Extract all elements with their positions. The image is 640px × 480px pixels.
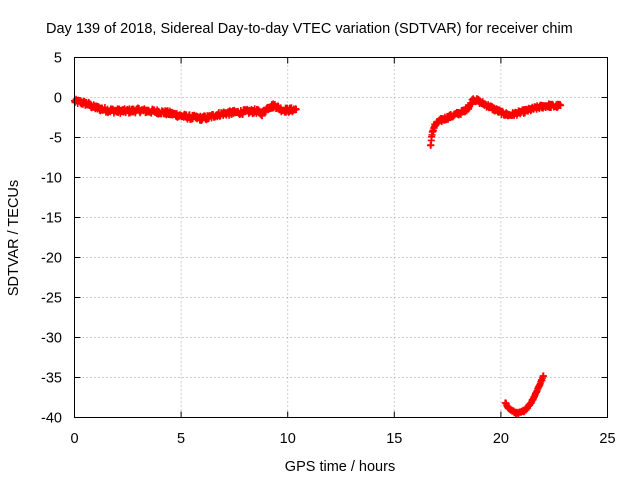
y-tick-label: -10 (41, 171, 62, 187)
y-tick-label: -30 (41, 331, 62, 347)
y-tick-label: 5 (54, 51, 62, 67)
x-tick-label: 15 (386, 431, 402, 447)
data-point-group (427, 95, 565, 149)
x-tick-label: 20 (493, 431, 509, 447)
x-axis-label: GPS time / hours (285, 459, 395, 475)
data-point-group (71, 95, 300, 124)
chart-title: Day 139 of 2018, Sidereal Day-to-day VTE… (46, 21, 573, 37)
y-tick-labels: 5 0 -5 -10 -15 -20 -25 -30 -35 -40 (41, 51, 62, 427)
data-markers (71, 95, 565, 418)
y-tick-label: -5 (49, 131, 62, 147)
plot-frame (74, 57, 608, 418)
x-tick-label: 5 (177, 431, 185, 447)
data-point-group (501, 372, 547, 418)
y-axis-label: SDTVAR / TECUs (6, 180, 22, 296)
x-tick-label: 10 (280, 431, 296, 447)
x-tick-label: 25 (599, 431, 615, 447)
y-tick-label: -40 (41, 411, 62, 427)
y-tick-label: 0 (54, 91, 62, 107)
y-tick-label: -25 (41, 291, 62, 307)
x-tick-label: 0 (70, 431, 78, 447)
y-tick-label: -35 (41, 371, 62, 387)
y-tick-label: -20 (41, 251, 62, 267)
y-tick-label: -15 (41, 211, 62, 227)
x-tick-labels: 0 5 10 15 20 25 (70, 431, 615, 447)
